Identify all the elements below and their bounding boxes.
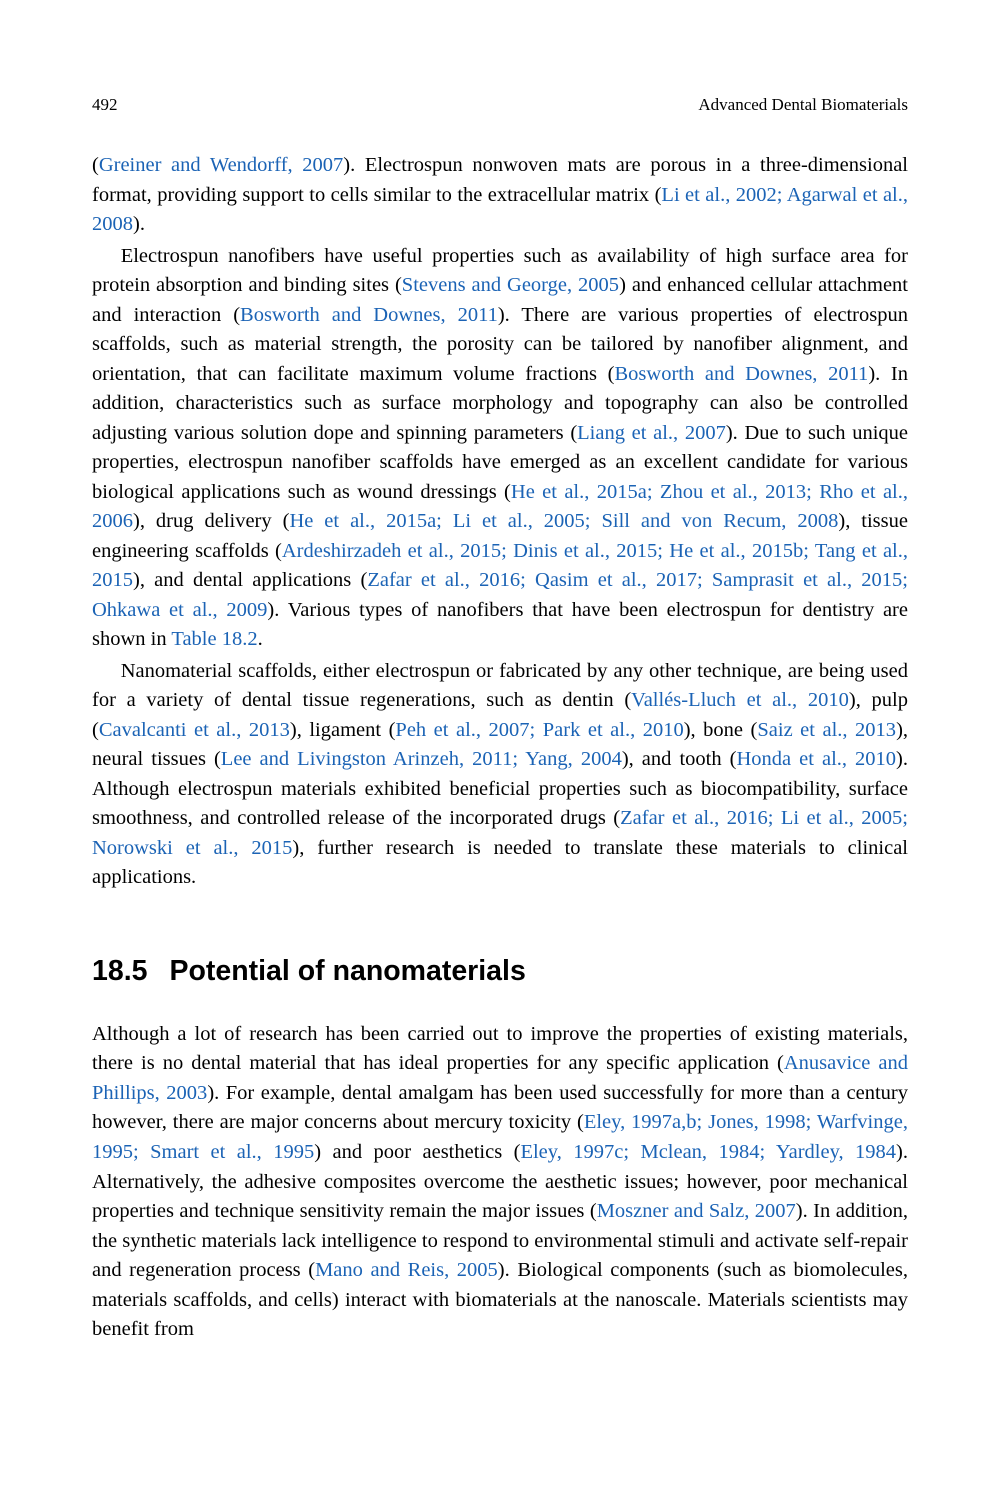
citation[interactable]: Bosworth and Downes, 2011	[240, 304, 498, 326]
section-number: 18.5	[92, 955, 147, 987]
citation[interactable]: He et al., 2015a; Li et al., 2005; Sill …	[289, 510, 838, 532]
citation[interactable]: Liang et al., 2007	[577, 422, 726, 444]
para-4: Although a lot of research has been carr…	[92, 1020, 908, 1345]
citation[interactable]: Vallés-Lluch et al., 2010	[631, 689, 849, 711]
citation[interactable]: Anusavice and Phillips, 2003	[92, 1052, 908, 1104]
page-number: 492	[92, 95, 118, 115]
body-text: (Greiner and Wendorff, 2007). Electrospu…	[92, 151, 908, 1345]
citation[interactable]: Greiner and Wendorff, 2007	[99, 154, 343, 176]
citation[interactable]: Cavalcanti et al., 2013	[99, 719, 290, 741]
citation[interactable]: Honda et al., 2010	[736, 748, 896, 770]
section-title: Potential of nanomaterials	[169, 955, 525, 987]
para-2: Electrospun nanofibers have useful prope…	[92, 242, 908, 655]
page-container: 492 Advanced Dental Biomaterials (Greine…	[0, 0, 1000, 1500]
citation[interactable]: Peh et al., 2007; Park et al., 2010	[395, 719, 683, 741]
citation[interactable]: Eley, 1997c; Mclean, 1984; Yardley, 1984	[520, 1141, 896, 1163]
running-title: Advanced Dental Biomaterials	[698, 95, 908, 115]
para-3: Nanomaterial scaffolds, either electrosp…	[92, 657, 908, 893]
citation[interactable]: Li et al., 2002; Agarwal et al., 2008	[92, 184, 908, 236]
citation[interactable]: Stevens and George, 2005	[402, 274, 619, 296]
citation[interactable]: Bosworth and Downes, 2011	[615, 363, 869, 385]
citation[interactable]: Zafar et al., 2016; Li et al., 2005; Nor…	[92, 807, 908, 859]
citation[interactable]: Zafar et al., 2016; Qasim et al., 2017; …	[92, 569, 908, 621]
citation[interactable]: Lee and Livingston Arinzeh, 2011; Yang, …	[221, 748, 622, 770]
table-ref[interactable]: Table 18.2	[171, 628, 257, 650]
citation[interactable]: Saiz et al., 2013	[757, 719, 896, 741]
citation[interactable]: Mano and Reis, 2005	[315, 1259, 498, 1281]
section-heading: 18.5 Potential of nanomaterials	[92, 951, 908, 992]
para-1: (Greiner and Wendorff, 2007). Electrospu…	[92, 151, 908, 240]
running-header: 492 Advanced Dental Biomaterials	[92, 95, 908, 115]
citation[interactable]: Moszner and Salz, 2007	[597, 1200, 796, 1222]
